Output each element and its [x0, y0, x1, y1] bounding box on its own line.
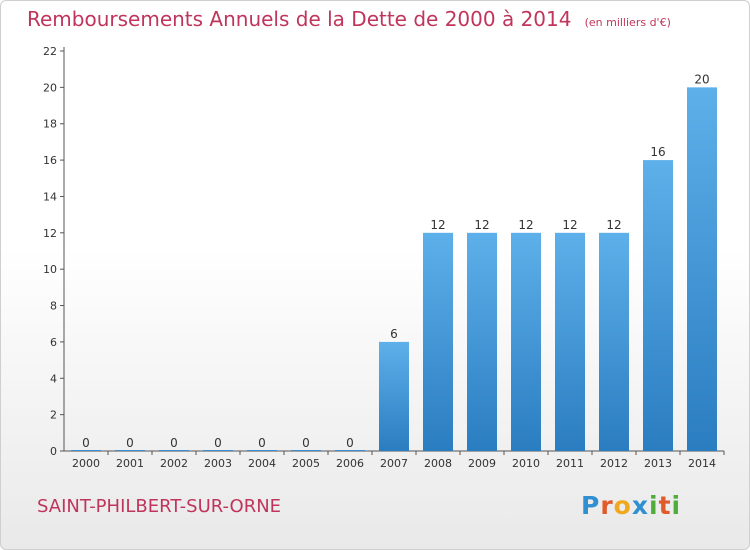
logo-letter: i [671, 491, 682, 520]
x-tick-label: 2005 [292, 457, 320, 470]
bar-value-label: 16 [650, 145, 665, 159]
bar-value-label: 0 [214, 436, 222, 450]
bar [71, 450, 101, 451]
y-tick-label: 22 [43, 45, 57, 58]
bar [555, 232, 585, 451]
y-tick-label: 10 [43, 263, 57, 276]
bar-value-label: 20 [694, 72, 709, 86]
bar [423, 232, 453, 451]
bar [379, 341, 409, 451]
bar [335, 450, 365, 451]
x-tick-label: 2007 [380, 457, 408, 470]
logo-letter: t [658, 491, 672, 520]
x-tick-label: 2008 [424, 457, 452, 470]
bar-value-label: 0 [126, 436, 134, 450]
chart-title: Remboursements Annuels de la Dette de 20… [27, 7, 572, 31]
bar-value-label: 12 [518, 218, 533, 232]
bar [511, 232, 541, 451]
bar [159, 450, 189, 451]
bar [467, 232, 497, 451]
bar [203, 450, 233, 451]
bar-value-label: 0 [346, 436, 354, 450]
x-tick-label: 2014 [688, 457, 716, 470]
bar [643, 160, 673, 451]
y-tick-label: 4 [50, 372, 57, 385]
y-tick-label: 20 [43, 81, 57, 94]
commune-name: SAINT-PHILBERT-SUR-ORNE [37, 496, 282, 517]
bar-value-label: 12 [474, 218, 489, 232]
bar [115, 450, 145, 451]
x-tick-label: 2013 [644, 457, 672, 470]
y-tick-label: 0 [50, 445, 57, 458]
bar [291, 450, 321, 451]
x-tick-label: 2012 [600, 457, 628, 470]
y-tick-label: 12 [43, 227, 57, 240]
bar-value-label: 12 [430, 218, 445, 232]
x-tick-label: 2010 [512, 457, 540, 470]
bar [687, 87, 717, 451]
bars [71, 87, 717, 451]
x-tick-label: 2009 [468, 457, 496, 470]
proxiti-logo[interactable]: Proxiti [581, 491, 681, 520]
bar [247, 450, 277, 451]
bar [599, 232, 629, 451]
x-tick-label: 2002 [160, 457, 188, 470]
bar-value-label: 0 [258, 436, 266, 450]
data-labels: 0 0 0 0 0 0 0 6 12 12 12 12 12 16 20 [82, 72, 709, 450]
chart-subtitle: (en milliers d'€) [584, 16, 671, 29]
logo-letter: o [613, 491, 632, 520]
x-tick-label: 2004 [248, 457, 276, 470]
x-tick-label: 2006 [336, 457, 364, 470]
title-row: Remboursements Annuels de la Dette de 20… [27, 7, 671, 31]
y-tick-label: 16 [43, 154, 57, 167]
y-tick-label: 8 [50, 300, 57, 313]
bar-value-label: 0 [302, 436, 310, 450]
y-tick-label: 6 [50, 336, 57, 349]
x-tick-label: 2000 [72, 457, 100, 470]
logo-letter: P [581, 491, 601, 520]
x-tick-label: 2001 [116, 457, 144, 470]
bar-value-label: 6 [390, 327, 398, 341]
logo-letter: r [600, 491, 614, 520]
y-tick-label: 18 [43, 118, 57, 131]
x-tick-label: 2003 [204, 457, 232, 470]
logo-letter: i [649, 491, 659, 520]
y-tick-label: 2 [50, 409, 57, 422]
bar-value-label: 0 [170, 436, 178, 450]
x-tick-label: 2011 [556, 457, 584, 470]
y-tick-label: 14 [43, 190, 57, 203]
bar-value-label: 12 [562, 218, 577, 232]
bar-value-label: 12 [606, 218, 621, 232]
bar-value-label: 0 [82, 436, 90, 450]
logo-letter: x [631, 491, 649, 520]
